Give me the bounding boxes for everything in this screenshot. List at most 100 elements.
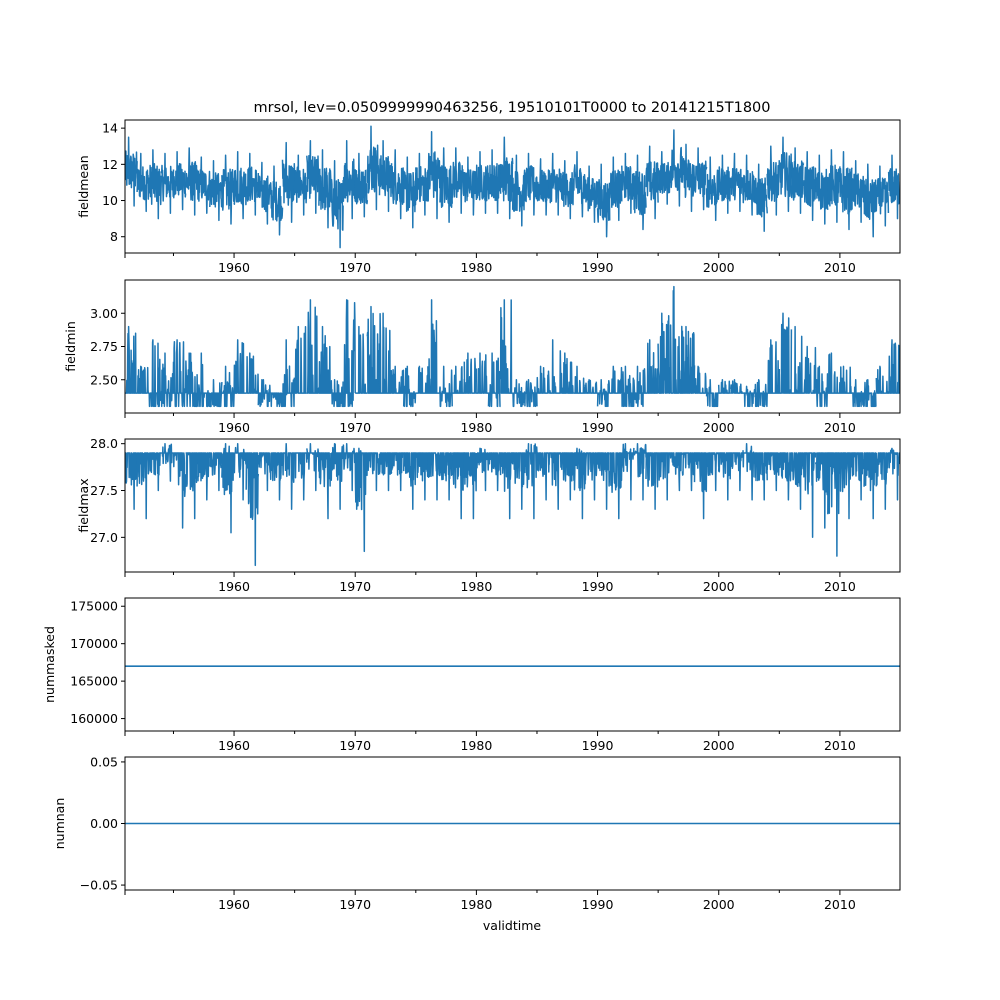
series-segment-1992 — [621, 442, 635, 501]
series-segment-1963 — [269, 392, 284, 408]
series-segment-1996 — [669, 452, 683, 492]
series-segment-1954 — [160, 442, 174, 482]
series-segment-1976 — [427, 131, 441, 220]
series-segment-1984 — [524, 152, 538, 216]
axes-frame — [124, 597, 901, 732]
series-segment-1997 — [681, 452, 695, 492]
series-segment-2012 — [863, 452, 878, 520]
x-tick-label: 1970 — [339, 579, 371, 594]
x-tick-label: 1980 — [460, 420, 492, 435]
series-segment-1955 — [172, 150, 187, 211]
x-tick-label: 1990 — [582, 738, 614, 753]
series-segment-1978 — [451, 452, 466, 520]
series-segment-2009 — [827, 149, 841, 223]
series-segment-1958 — [209, 379, 223, 408]
series-segment-1992 — [621, 365, 635, 408]
y-tick-label: 3.00 — [90, 306, 118, 321]
subplot-fieldmin: 1960 1970 1980 1990 2000 2010 2.50 2.75 3.00 fiel… — [63, 279, 901, 435]
series-segment-1985 — [536, 365, 550, 394]
subplot-fieldmax: 1960 1970 1980 1990 2000 2010 27.0 27.5 28.0 fiel… — [76, 436, 901, 594]
x-tick-label: 2010 — [824, 897, 856, 912]
series-segment-1963 — [269, 165, 284, 236]
series-segment-1967 — [318, 325, 332, 394]
series-segment-1989 — [584, 165, 599, 223]
series-segment-1953 — [148, 452, 162, 492]
y-axis-label: fieldmin — [63, 321, 78, 372]
x-tick-label: 1960 — [218, 260, 250, 275]
series-segment-2003 — [754, 163, 768, 233]
series-segment-1965 — [294, 325, 308, 394]
series-segment-1964 — [281, 442, 296, 510]
series-segment-1988 — [572, 150, 587, 218]
series-segment-1998 — [693, 147, 708, 211]
series-segment-1996 — [669, 129, 684, 207]
series-segment-1958 — [209, 159, 223, 222]
x-tick-label: 1980 — [460, 260, 492, 275]
series-segment-1981 — [488, 452, 502, 492]
series-segment-1990 — [596, 379, 611, 408]
series-segment-1974 — [402, 156, 417, 229]
series-segment-1966 — [306, 140, 320, 214]
x-tick-label: 1990 — [582, 260, 614, 275]
y-tick-label: 27.5 — [90, 483, 118, 498]
series-segment-1983 — [512, 379, 526, 408]
series-segment-1960 — [233, 339, 247, 394]
series-segment-2006 — [790, 325, 804, 394]
series-segment-2011 — [851, 379, 865, 408]
y-tick-label: 14 — [102, 121, 118, 136]
series-segment-1997 — [681, 325, 696, 394]
series-segment-2002 — [742, 442, 756, 501]
series-segment-1989 — [584, 379, 599, 394]
series-segment-1960 — [233, 150, 247, 220]
series-segment-1985 — [536, 452, 550, 501]
series-segment-1984 — [524, 379, 538, 408]
series-segment-2008 — [815, 365, 829, 408]
series-segment-1984 — [524, 442, 538, 520]
series-segment-2003 — [754, 452, 768, 501]
y-tick-label: −0.05 — [80, 878, 118, 893]
series-segment-1967 — [318, 149, 332, 229]
x-tick-label: 2010 — [824, 420, 856, 435]
series-segment-1966 — [306, 442, 320, 492]
series-segment-1955 — [172, 452, 187, 529]
series-segment-1980 — [475, 352, 489, 394]
series-segment-1999 — [705, 379, 720, 408]
series-segment-1976 — [427, 299, 441, 394]
series-segment-2011 — [851, 452, 865, 501]
series-segment-1975 — [415, 365, 429, 394]
series-segment-2006 — [790, 147, 805, 214]
x-tick-label: 1960 — [218, 897, 250, 912]
series-segment-1961 — [245, 452, 260, 567]
series-segment-1995 — [657, 452, 672, 501]
x-tick-label: 1990 — [582, 897, 614, 912]
series-segment-2014 — [887, 339, 900, 394]
series-segment-1991 — [608, 156, 623, 222]
series-segment-1986 — [548, 152, 562, 216]
series-segment-1971 — [366, 305, 380, 394]
series-segment-1961 — [245, 352, 260, 394]
y-axis-label: numnan — [52, 798, 67, 850]
y-tick-label: 12 — [102, 157, 118, 172]
series-segment-1975 — [415, 452, 429, 501]
series-segment-1951 — [125, 325, 138, 394]
series-segment-1966 — [306, 299, 320, 394]
series-segment-1974 — [402, 365, 417, 408]
series-segment-1959 — [221, 154, 235, 225]
series-segment-1979 — [463, 156, 478, 216]
series-segment-1981 — [487, 149, 502, 214]
series-segment-1962 — [257, 379, 271, 408]
series-segment-1990 — [596, 163, 611, 238]
series-segment-1976 — [427, 452, 441, 501]
x-tick-label: 2010 — [824, 260, 856, 275]
x-tick-label: 2000 — [703, 579, 735, 594]
series-segment-1972 — [378, 312, 393, 394]
y-axis-label: nummasked — [42, 626, 57, 703]
series-segment-1951 — [125, 136, 138, 207]
series-segment-1982 — [499, 299, 514, 394]
series-segment-2001 — [730, 452, 744, 492]
series-segment-1993 — [633, 365, 647, 408]
series-segment-2005 — [778, 452, 793, 501]
series-segment-1987 — [560, 352, 574, 394]
y-tick-label: 10 — [102, 193, 118, 208]
x-tick-label: 1980 — [460, 738, 492, 753]
